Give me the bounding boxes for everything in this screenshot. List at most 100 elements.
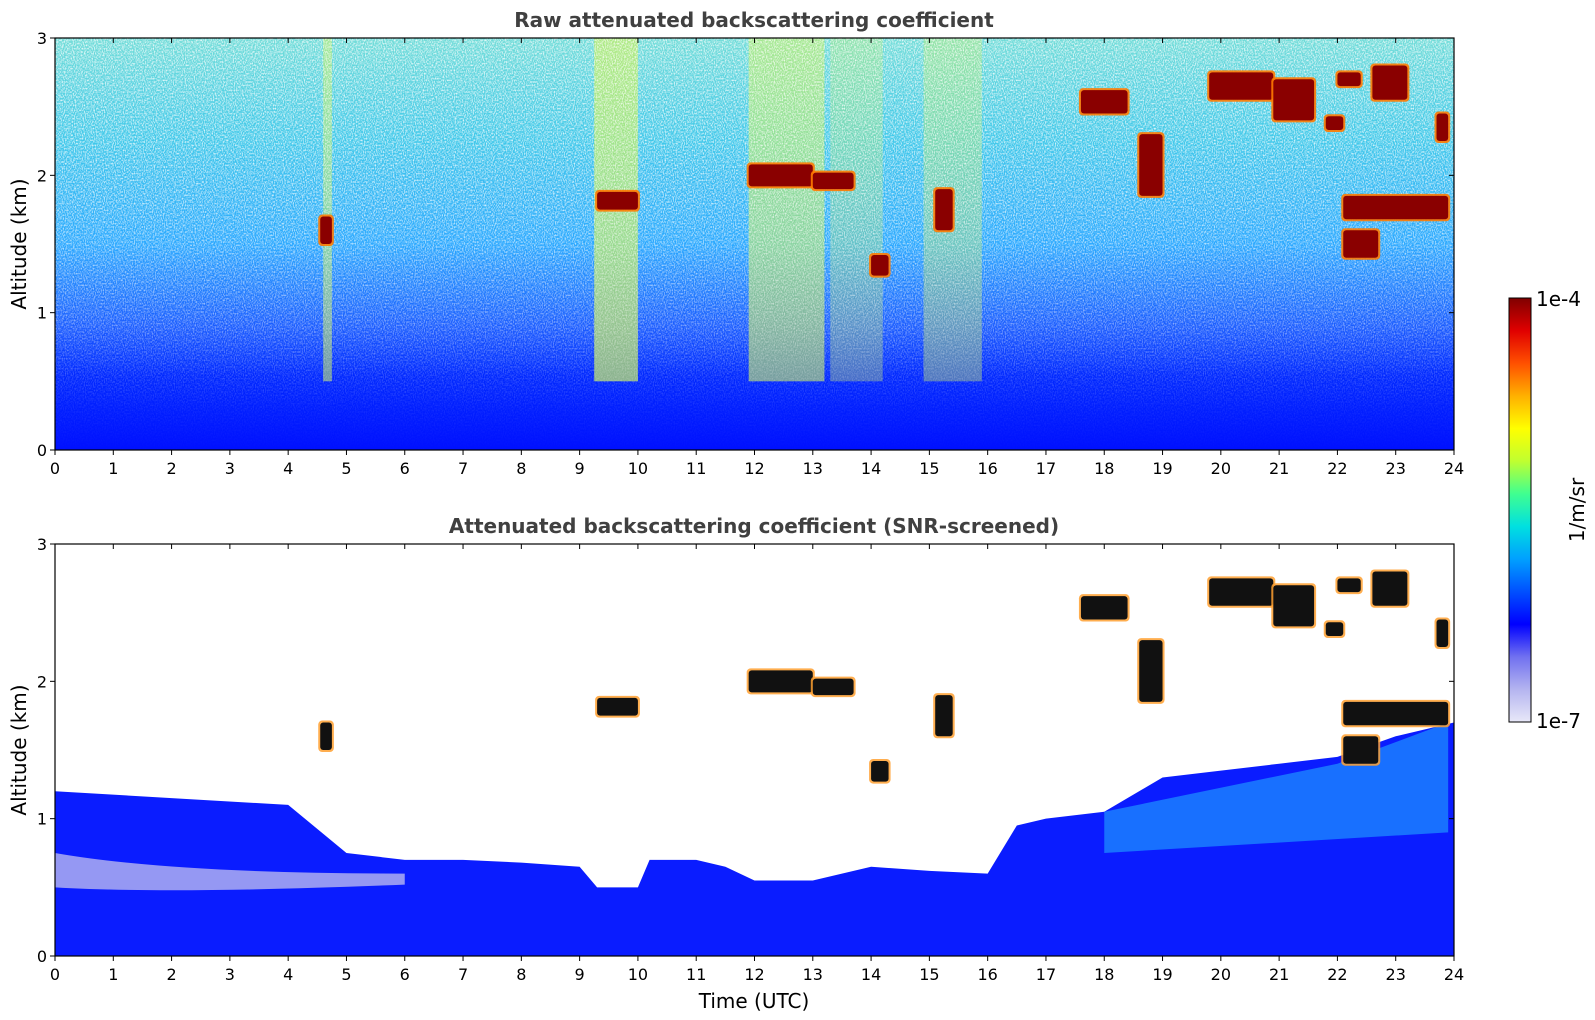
- x-tick-label: 20: [1211, 965, 1231, 984]
- cloud-layer: [871, 254, 889, 276]
- x-tick-label: 18: [1094, 965, 1114, 984]
- y-tick-label: 2: [37, 166, 47, 185]
- x-tick-label: 10: [628, 459, 648, 478]
- cloud-layer: [1139, 134, 1163, 196]
- y-tick-label: 1: [37, 304, 47, 323]
- x-tick-label: 3: [225, 965, 235, 984]
- x-tick-label: 6: [400, 965, 410, 984]
- raw-panel: Raw attenuated backscattering coefficien…: [7, 8, 1464, 478]
- x-tick-label: 16: [977, 965, 997, 984]
- cloud-layer: [1325, 116, 1344, 131]
- x-tick-label: 1: [108, 459, 118, 478]
- cloud-layer: [935, 189, 953, 231]
- x-tick-label: 3: [225, 459, 235, 478]
- cloud-layer: [1273, 79, 1315, 121]
- raw-y-axis-label: Altitude (km): [7, 178, 31, 309]
- screened-y-axis: 0 1 2 3: [37, 535, 1454, 966]
- x-tick-label: 15: [919, 459, 939, 478]
- colorbar-min-label: 1e-7: [1536, 709, 1581, 733]
- cloud-layer: [1337, 578, 1361, 593]
- screened-panel: Attenuated backscattering coefficient (S…: [7, 514, 1464, 1013]
- screened-x-axis: 0 1 2 3 4 5 6 7 8 9 10 11 12 13 14 15 16 17 18 19 20 21 22 23 24: [50, 544, 1464, 984]
- x-tick-label: 7: [458, 459, 468, 478]
- x-tick-label: 9: [575, 459, 585, 478]
- x-tick-label: 17: [1036, 459, 1056, 478]
- x-tick-label: 11: [686, 459, 706, 478]
- cloud-layer: [1337, 72, 1361, 87]
- x-tick-label: 15: [919, 965, 939, 984]
- y-tick-label: 2: [37, 672, 47, 691]
- x-tick-label: 20: [1211, 459, 1231, 478]
- x-tick-label: 19: [1152, 459, 1172, 478]
- colorbar-gradient: [1508, 297, 1532, 723]
- x-tick-label: 4: [283, 965, 293, 984]
- boundary-layer-aerosol: [55, 722, 1454, 956]
- x-tick-label: 4: [283, 459, 293, 478]
- raw-x-axis: 0 1 2 3 4 5 6 7 8 9 10 11 12 13 14 15 16 17 18 19 20 21 22 23 24: [50, 38, 1464, 478]
- x-tick-label: 19: [1152, 965, 1172, 984]
- x-tick-label: 9: [575, 965, 585, 984]
- x-tick-label: 21: [1269, 965, 1289, 984]
- cloud-layer: [1343, 736, 1379, 764]
- cloud-layer: [1325, 622, 1344, 637]
- cloud-layer: [1372, 65, 1408, 100]
- x-tick-label: 23: [1386, 965, 1406, 984]
- x-tick-label: 7: [458, 965, 468, 984]
- x-tick-label: 23: [1386, 459, 1406, 478]
- cloud-layer: [1080, 90, 1128, 114]
- raw-plot-area: [55, 38, 1454, 450]
- cloud-layer: [1436, 619, 1449, 647]
- cloud-layer: [1209, 578, 1274, 606]
- cloud-layer: [1343, 195, 1449, 220]
- cloud-layer: [320, 722, 332, 750]
- x-tick-label: 0: [50, 965, 60, 984]
- colorbar-max-label: 1e-4: [1536, 287, 1581, 311]
- x-tick-label: 24: [1444, 965, 1464, 984]
- colorbar: 1e-4 1e-7 1/m/sr: [1508, 287, 1589, 733]
- residual-layer: [55, 853, 405, 891]
- cloud-layer: [935, 695, 953, 737]
- x-tick-label: 24: [1444, 459, 1464, 478]
- x-tick-label: 8: [516, 965, 526, 984]
- x-tick-label: 22: [1327, 459, 1347, 478]
- screened-plot-area: [55, 544, 1454, 956]
- cloud-layer: [597, 697, 638, 716]
- x-tick-label: 17: [1036, 965, 1056, 984]
- x-tick-label: 8: [516, 459, 526, 478]
- raw-y-axis: 0 1 2 3: [37, 29, 1454, 460]
- cloud-layer: [1343, 230, 1379, 258]
- x-tick-label: 2: [166, 459, 176, 478]
- screened-panel-title: Attenuated backscattering coefficient (S…: [449, 514, 1059, 538]
- cloud-layer: [748, 164, 813, 187]
- screened-y-axis-label: Altitude (km): [7, 684, 31, 815]
- x-tick-label: 5: [341, 459, 351, 478]
- x-tick-label: 0: [50, 459, 60, 478]
- x-tick-label: 10: [628, 965, 648, 984]
- cloud-layer: [1343, 701, 1449, 726]
- x-tick-label: 14: [861, 965, 881, 984]
- x-tick-label: 12: [744, 459, 764, 478]
- x-tick-label: 1: [108, 965, 118, 984]
- x-tick-label: 13: [803, 965, 823, 984]
- x-tick-label: 16: [977, 459, 997, 478]
- x-tick-label: 12: [744, 965, 764, 984]
- y-tick-label: 3: [37, 29, 47, 48]
- y-tick-label: 0: [37, 441, 47, 460]
- cloud-layer: [1139, 640, 1163, 702]
- y-tick-label: 3: [37, 535, 47, 554]
- x-tick-label: 13: [803, 459, 823, 478]
- x-tick-label: 22: [1327, 965, 1347, 984]
- x-tick-label: 6: [400, 459, 410, 478]
- cloud-layer: [812, 172, 854, 190]
- cloud-layer: [812, 678, 854, 696]
- cloud-layer: [748, 670, 813, 693]
- y-tick-label: 1: [37, 810, 47, 829]
- cloud-layer: [1372, 571, 1408, 606]
- y-tick-label: 0: [37, 947, 47, 966]
- cloud-layer: [597, 191, 638, 210]
- cloud-layer: [320, 216, 332, 244]
- raw-noise-speckle: [55, 38, 1454, 450]
- cloud-layer: [871, 760, 889, 782]
- x-axis-label: Time (UTC): [698, 989, 810, 1013]
